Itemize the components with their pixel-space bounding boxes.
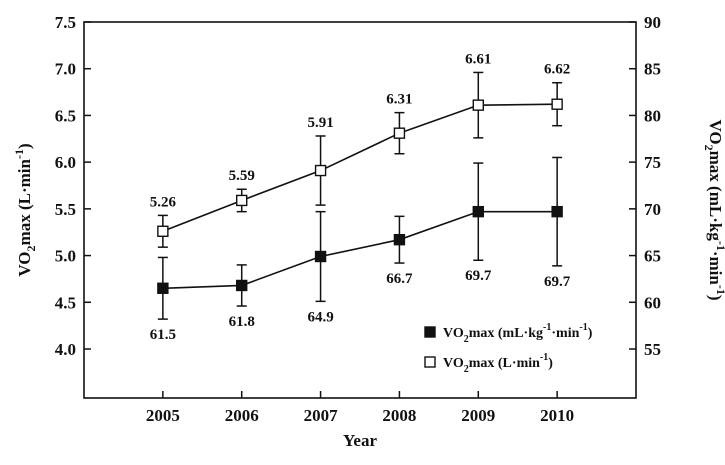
- data-label: 5.26: [150, 194, 177, 210]
- y-right-tick-label: 85: [644, 60, 661, 79]
- data-point: [472, 205, 484, 218]
- y-left-tick-label: 4.0: [55, 340, 76, 359]
- y-right-tick-label: 80: [644, 106, 661, 125]
- legend-marker: [424, 326, 436, 338]
- data-point: [236, 194, 248, 207]
- data-label: 6.62: [544, 62, 570, 78]
- data-label: 69.7: [465, 268, 492, 284]
- plot-border: [83, 21, 637, 399]
- y-left-tick-label: 6.0: [55, 153, 76, 172]
- y-right-tick-label: 90: [644, 13, 661, 32]
- data-label: 6.61: [465, 51, 491, 67]
- legend-label: VO2max (mL·kg-1·min-1): [443, 322, 593, 345]
- legend: VO2max (mL·kg-1·min-1) VO2max (L·min-1): [424, 322, 593, 375]
- legend-label: VO2max (L·min-1): [443, 352, 553, 375]
- legend-marker: [424, 356, 436, 368]
- y-left-tick-label: 5.5: [55, 200, 76, 219]
- y-right-tick-label: 75: [644, 153, 661, 172]
- data-point: [157, 282, 169, 294]
- x-axis: 2005 2006 2007 2008 2009 2010: [146, 391, 574, 425]
- x-tick-label: 2006: [225, 406, 259, 425]
- y-left-tick-label: 4.5: [55, 293, 76, 312]
- data-label: 6.31: [386, 92, 412, 108]
- data-label: 61.5: [150, 327, 176, 343]
- data-labels: 61.5 61.8 64.9 66.7 69.7 69.7 5.26 5.59 5.91 6.31…: [150, 51, 571, 343]
- data-label: 64.9: [307, 309, 333, 325]
- x-axis-title: Year: [343, 431, 377, 450]
- x-tick-label: 2010: [540, 406, 574, 425]
- x-tick-label: 2008: [382, 406, 416, 425]
- data-label: 69.7: [544, 274, 571, 290]
- y-left-tick-label: 6.5: [55, 106, 76, 125]
- x-tick-label: 2007: [304, 406, 339, 425]
- y-axis-left: 4.0 4.5 5.0 5.5 6.0 6.5 7.0 7.5: [55, 13, 91, 359]
- y-right-tick-label: 65: [644, 247, 661, 266]
- data-point: [393, 233, 406, 246]
- data-point: [314, 164, 327, 177]
- y-axis-right: 55 60 65 70 75 80 85 90: [629, 13, 661, 359]
- y-left-tick-label: 5.0: [55, 247, 76, 266]
- data-label: 5.59: [229, 168, 255, 184]
- y-left-tick-label: 7.0: [55, 60, 76, 79]
- data-label: 5.91: [307, 115, 333, 131]
- series-line-1: [162, 103, 558, 233]
- y-right-tick-label: 70: [644, 200, 661, 219]
- y-right-tick-label: 55: [644, 340, 661, 359]
- y-axis-right-title: VO2max (mL·kg-1·min-1): [702, 119, 725, 300]
- x-tick-label: 2005: [146, 406, 180, 425]
- series-line-0: [162, 210, 558, 290]
- x-tick-label: 2009: [461, 406, 495, 425]
- series-layer: [157, 71, 563, 320]
- data-label: 66.7: [386, 271, 413, 287]
- data-point: [314, 250, 327, 263]
- y-right-tick-label: 60: [644, 293, 661, 312]
- data-point: [393, 127, 406, 139]
- data-label: 61.8: [229, 314, 255, 330]
- data-point: [157, 225, 169, 237]
- data-point: [236, 279, 248, 292]
- y-axis-left-title: VO2max (L·min-1): [12, 143, 38, 276]
- data-point: [472, 99, 484, 111]
- y-left-tick-label: 7.5: [55, 13, 76, 32]
- data-point: [551, 205, 563, 218]
- data-point: [551, 98, 563, 110]
- plot-frame: [83, 21, 637, 399]
